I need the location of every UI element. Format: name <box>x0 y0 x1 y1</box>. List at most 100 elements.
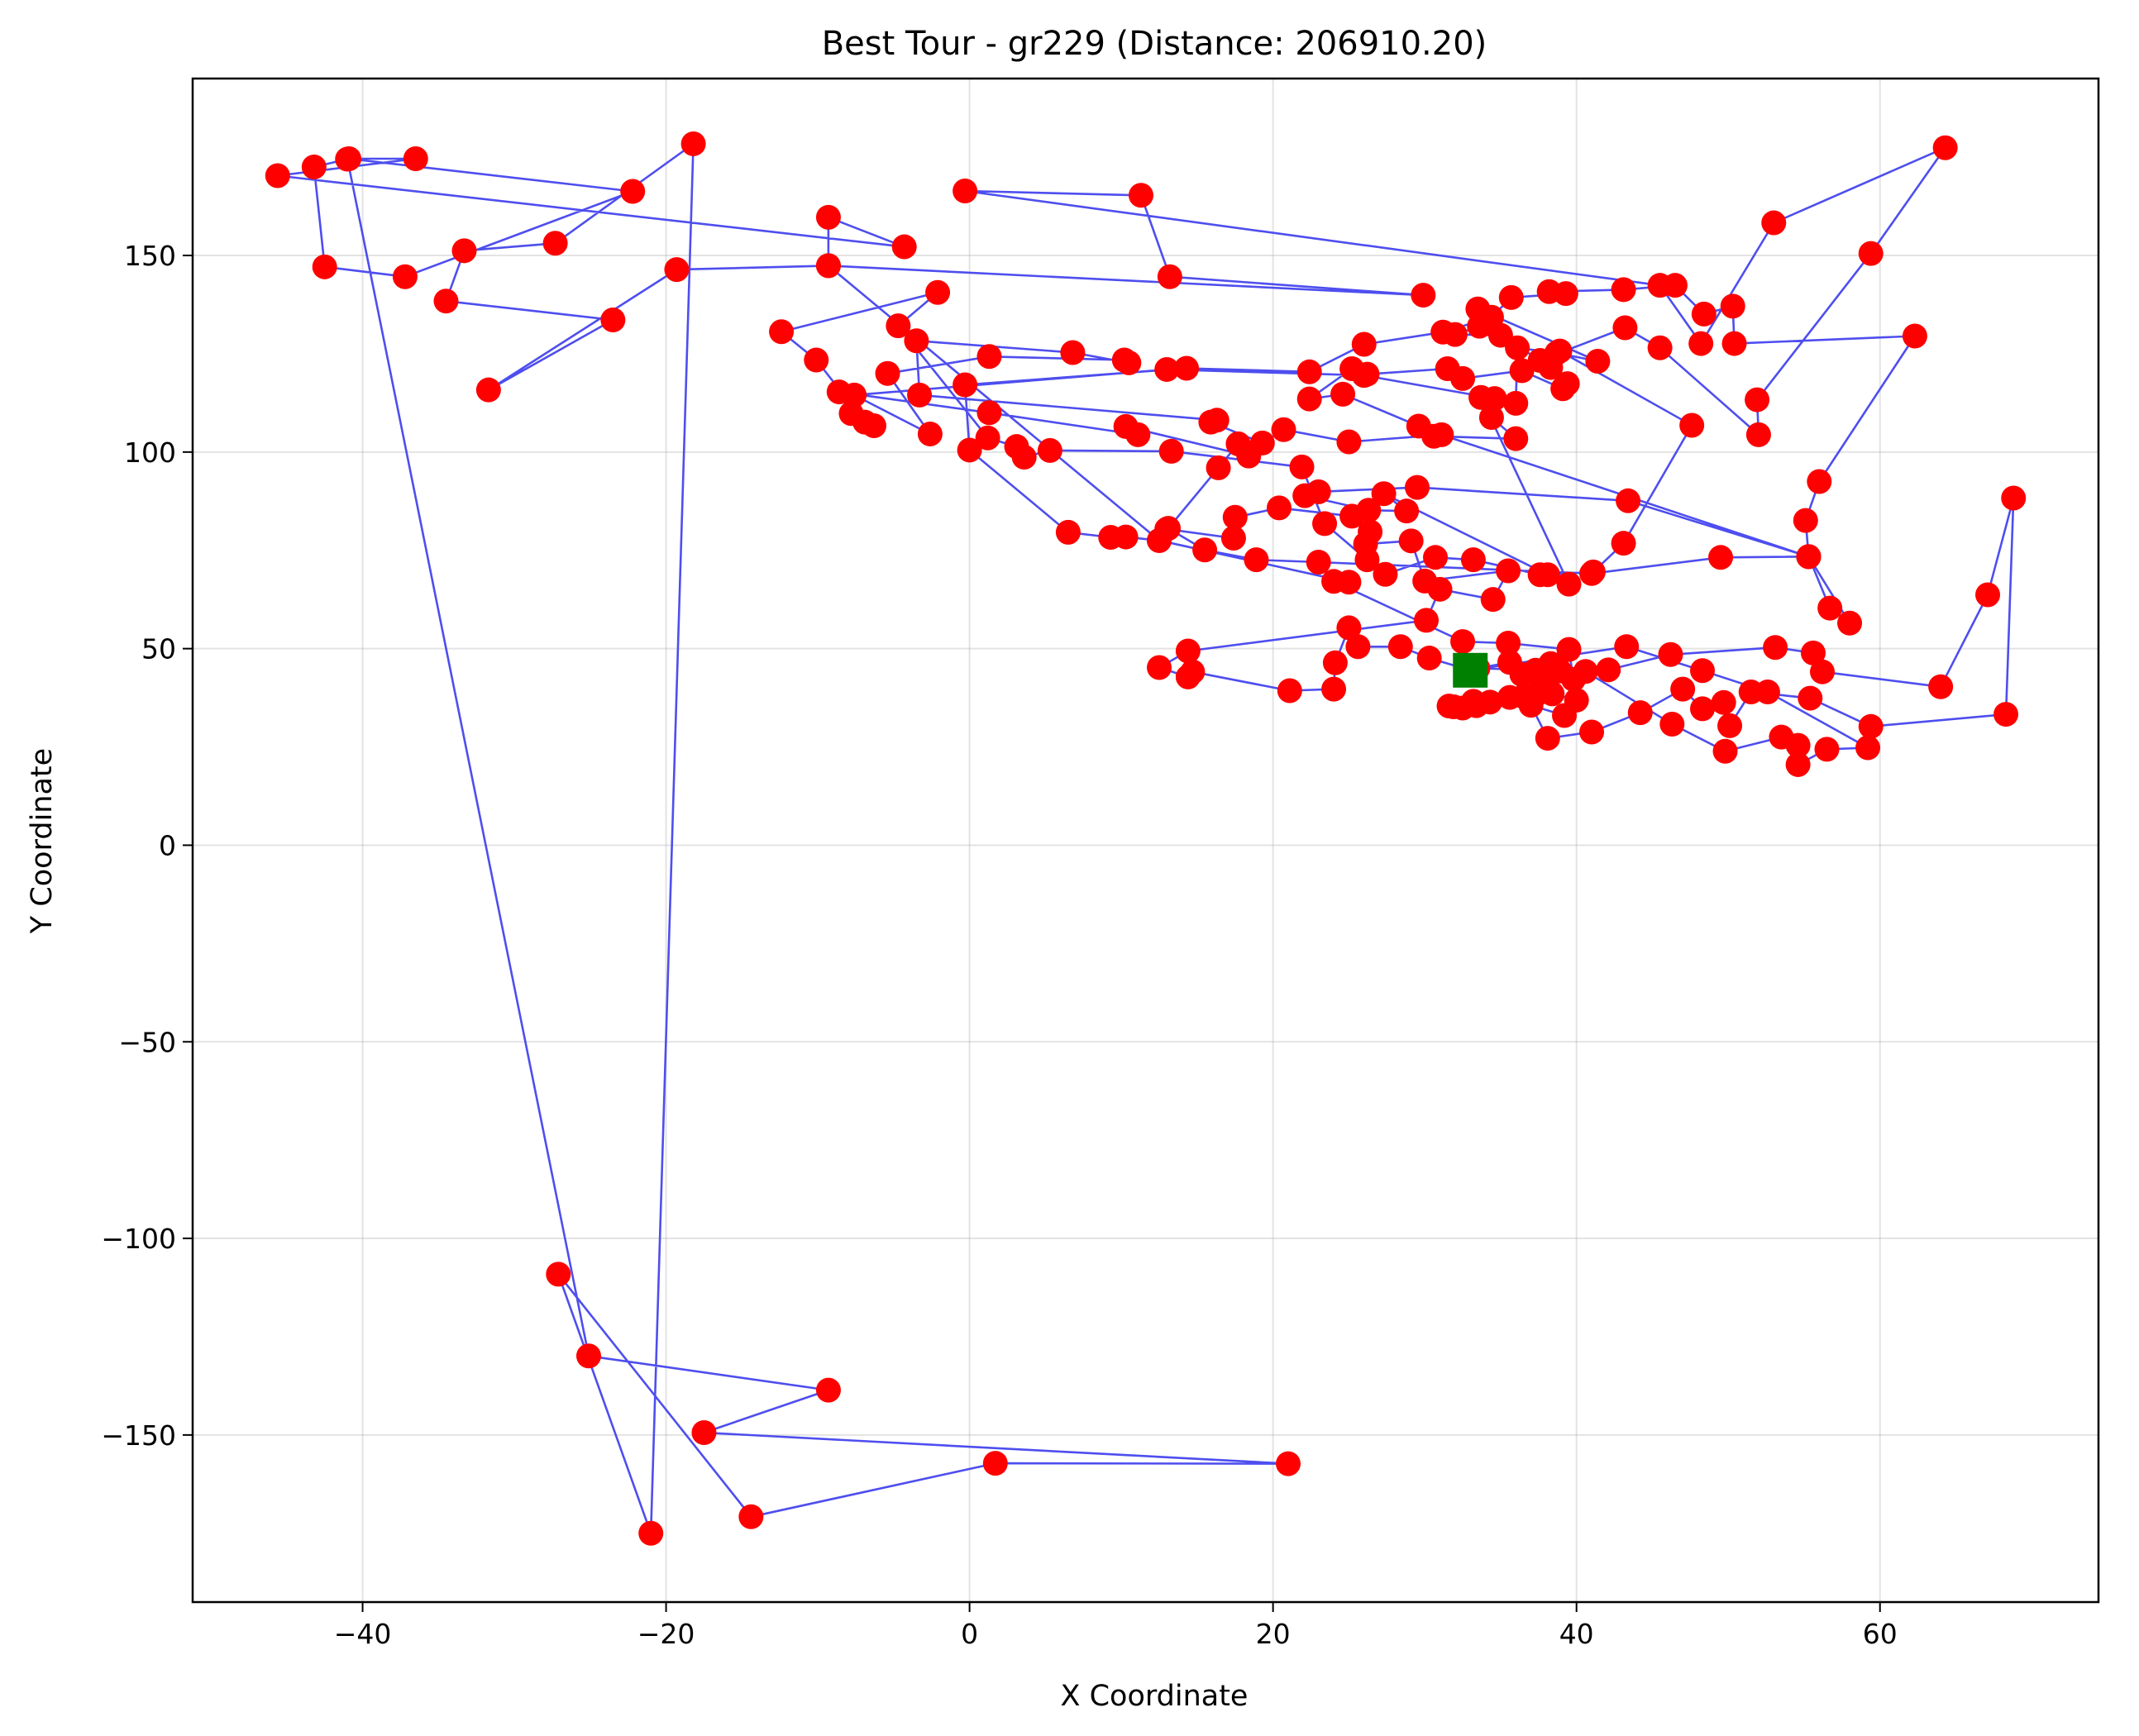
city-point <box>1611 531 1636 556</box>
city-point <box>1060 340 1086 365</box>
city-point <box>891 234 917 260</box>
city-point <box>1611 277 1636 303</box>
city-point <box>1478 404 1504 430</box>
city-point <box>1975 582 2001 608</box>
city-point <box>1147 527 1172 553</box>
city-point <box>1712 738 1738 764</box>
city-point <box>1509 358 1535 384</box>
start-city-square <box>1453 652 1488 688</box>
city-point <box>1336 429 1362 455</box>
city-point <box>1398 528 1424 554</box>
city-point <box>886 313 911 339</box>
city-point <box>1277 678 1302 703</box>
city-point <box>1487 322 1513 348</box>
city-point <box>1351 363 1377 389</box>
city-point <box>1763 635 1788 661</box>
city-point <box>1436 694 1462 719</box>
city-point <box>433 289 459 314</box>
city-point <box>1761 210 1787 236</box>
city-point <box>1800 640 1826 665</box>
city-point <box>976 400 1002 426</box>
city-point <box>1690 658 1716 684</box>
city-point <box>1387 634 1413 660</box>
city-point <box>1564 687 1589 713</box>
city-point <box>1345 634 1371 660</box>
city-point <box>1993 702 2019 727</box>
city-point <box>1220 525 1246 551</box>
city-point <box>1244 547 1269 573</box>
city-point <box>664 257 690 283</box>
city-point <box>1647 273 1673 298</box>
city-point <box>1480 587 1506 613</box>
y-tick-label: −50 <box>118 1026 176 1058</box>
city-point <box>925 279 951 305</box>
city-point <box>738 1504 764 1529</box>
city-point <box>1496 630 1521 656</box>
city-point <box>815 253 841 279</box>
city-point <box>1011 445 1037 470</box>
city-point <box>1116 350 1142 375</box>
city-point <box>1175 664 1201 689</box>
city-point <box>1125 422 1151 447</box>
city-point <box>1147 655 1172 680</box>
city-point <box>1296 359 1322 384</box>
city-point <box>1745 387 1770 413</box>
city-point <box>542 231 568 256</box>
city-point <box>1798 685 1823 711</box>
city-point <box>1556 571 1582 597</box>
city-point <box>1807 469 1832 494</box>
city-point <box>1450 629 1476 655</box>
city-point <box>1573 659 1598 684</box>
city-point <box>1276 1451 1301 1476</box>
city-point <box>1460 547 1486 573</box>
city-point <box>312 254 337 279</box>
y-tick-label: −100 <box>101 1223 176 1255</box>
y-axis-ticks: −150 −100 −50 0 50 100 150 <box>101 240 193 1452</box>
city-point <box>1596 657 1621 683</box>
city-point <box>1658 641 1683 667</box>
city-point <box>1192 537 1218 563</box>
city-point <box>1236 443 1262 469</box>
city-point <box>1289 454 1315 479</box>
y-tick-label: 100 <box>124 436 176 469</box>
city-point <box>1535 726 1560 751</box>
city-point <box>804 347 829 373</box>
city-point <box>337 146 362 172</box>
city-point <box>976 344 1002 370</box>
x-tick-label: −40 <box>334 1618 392 1650</box>
city-point <box>1354 547 1380 573</box>
city-point <box>1527 562 1553 588</box>
city-point <box>1037 437 1062 463</box>
city-point <box>1336 615 1362 641</box>
x-axis-label: X Coordinate <box>1061 1680 1249 1713</box>
city-point <box>1556 637 1582 662</box>
city-point <box>1321 676 1347 702</box>
city-point <box>1785 732 1811 758</box>
city-point <box>826 379 852 405</box>
city-point <box>475 377 501 403</box>
city-point <box>815 204 841 230</box>
city-point <box>1321 569 1347 594</box>
city-point <box>1174 355 1200 381</box>
city-point <box>1928 674 1954 699</box>
city-point <box>1271 417 1296 442</box>
city-point <box>265 163 290 188</box>
city-point <box>1579 719 1605 745</box>
city-point <box>403 146 428 172</box>
city-point <box>392 264 418 289</box>
city-point <box>1688 331 1714 356</box>
city-point <box>1745 422 1771 447</box>
city-point <box>1670 676 1696 702</box>
city-point <box>1691 301 1716 327</box>
city-point <box>1647 335 1673 360</box>
y-tick-label: −150 <box>101 1419 176 1452</box>
city-point <box>1442 322 1468 347</box>
city-point <box>1206 455 1231 480</box>
city-point <box>2001 485 2027 511</box>
city-point <box>1809 659 1835 684</box>
city-point <box>1708 545 1734 570</box>
city-point <box>1817 595 1843 621</box>
city-point <box>1158 438 1184 464</box>
city-point <box>546 1261 571 1287</box>
plot-frame <box>191 77 2100 1604</box>
